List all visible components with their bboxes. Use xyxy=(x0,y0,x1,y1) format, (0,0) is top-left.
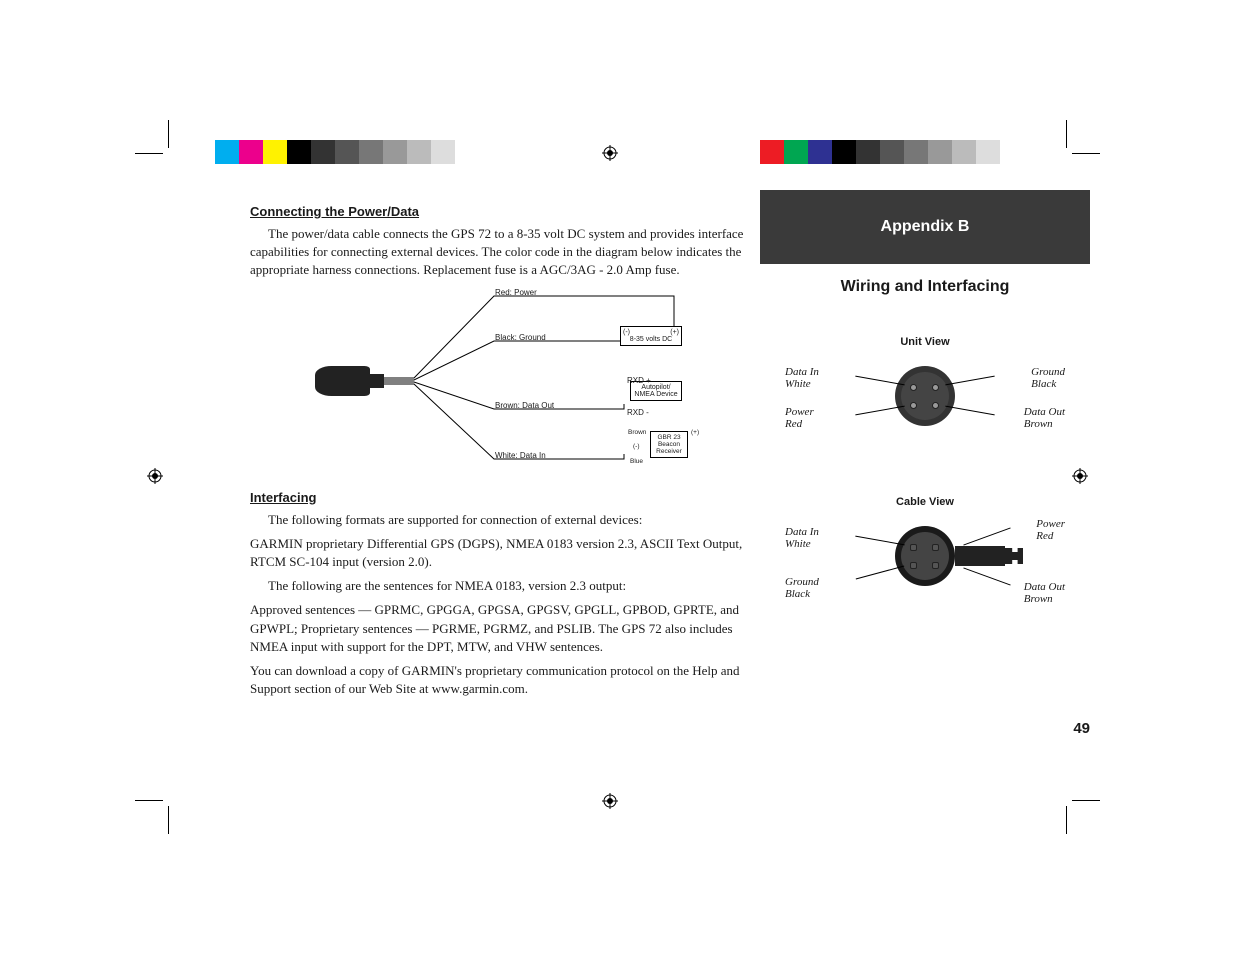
pin-label: Data In White xyxy=(785,366,819,390)
diagram-title: Cable View xyxy=(760,496,1090,508)
registration-mark-icon xyxy=(602,793,618,809)
connector-plug-icon xyxy=(315,366,370,396)
paragraph: Approved sentences — GPRMC, GPGGA, GPGSA… xyxy=(250,601,750,656)
pin-label: Power Red xyxy=(785,406,814,430)
pin-label: Ground Black xyxy=(1031,366,1065,390)
appendix-banner: Appendix B xyxy=(760,190,1090,264)
pin-label: Data Out Brown xyxy=(1024,406,1065,430)
cable-tail-icon xyxy=(955,546,1005,566)
cable-view-diagram: Cable View Data In White Power Red Groun… xyxy=(760,496,1090,646)
paragraph: GARMIN proprietary Differential GPS (DGP… xyxy=(250,535,750,571)
connector-face-icon xyxy=(895,366,955,426)
sidebar-column: Appendix B Wiring and Interfacing Unit V… xyxy=(760,190,1090,646)
connector-face-icon xyxy=(895,526,955,586)
printer-color-bar-right xyxy=(760,140,1000,164)
printer-color-bar-left xyxy=(215,140,455,164)
page-number: 49 xyxy=(1073,720,1090,737)
pin-label: Ground Black xyxy=(785,576,819,600)
gbr-box: GBR 23 Beacon Receiver xyxy=(650,431,688,458)
pin-label: Data In White xyxy=(785,526,819,550)
wire-label: Brown: Data Out xyxy=(495,401,554,410)
registration-mark-icon xyxy=(602,145,618,161)
section-subtitle: Wiring and Interfacing xyxy=(760,278,1090,296)
dc-box: (-) (+) 8-35 volts DC xyxy=(620,326,682,346)
paragraph: The following formats are supported for … xyxy=(250,511,750,529)
main-content-column: Connecting the Power/Data The power/data… xyxy=(250,190,750,704)
paragraph: You can download a copy of GARMIN's prop… xyxy=(250,662,750,698)
pin-label: Data Out Brown xyxy=(1024,581,1065,605)
heading-power-data: Connecting the Power/Data xyxy=(250,204,750,219)
registration-mark-icon xyxy=(147,468,163,484)
wiring-diagram: Red: Power Black: Ground Brown: Data Out… xyxy=(315,286,685,476)
unit-view-diagram: Unit View Data In White Ground Black Pow… xyxy=(760,336,1090,486)
diagram-title: Unit View xyxy=(760,336,1090,348)
pin-label: Power Red xyxy=(1036,518,1065,542)
paragraph: The power/data cable connects the GPS 72… xyxy=(250,225,750,280)
wire-label: White: Data In xyxy=(495,451,546,460)
paragraph: The following are the sentences for NMEA… xyxy=(250,577,750,595)
heading-interfacing: Interfacing xyxy=(250,490,750,505)
wire-label: Red: Power xyxy=(495,288,537,297)
wire-label: Black: Ground xyxy=(495,333,546,342)
